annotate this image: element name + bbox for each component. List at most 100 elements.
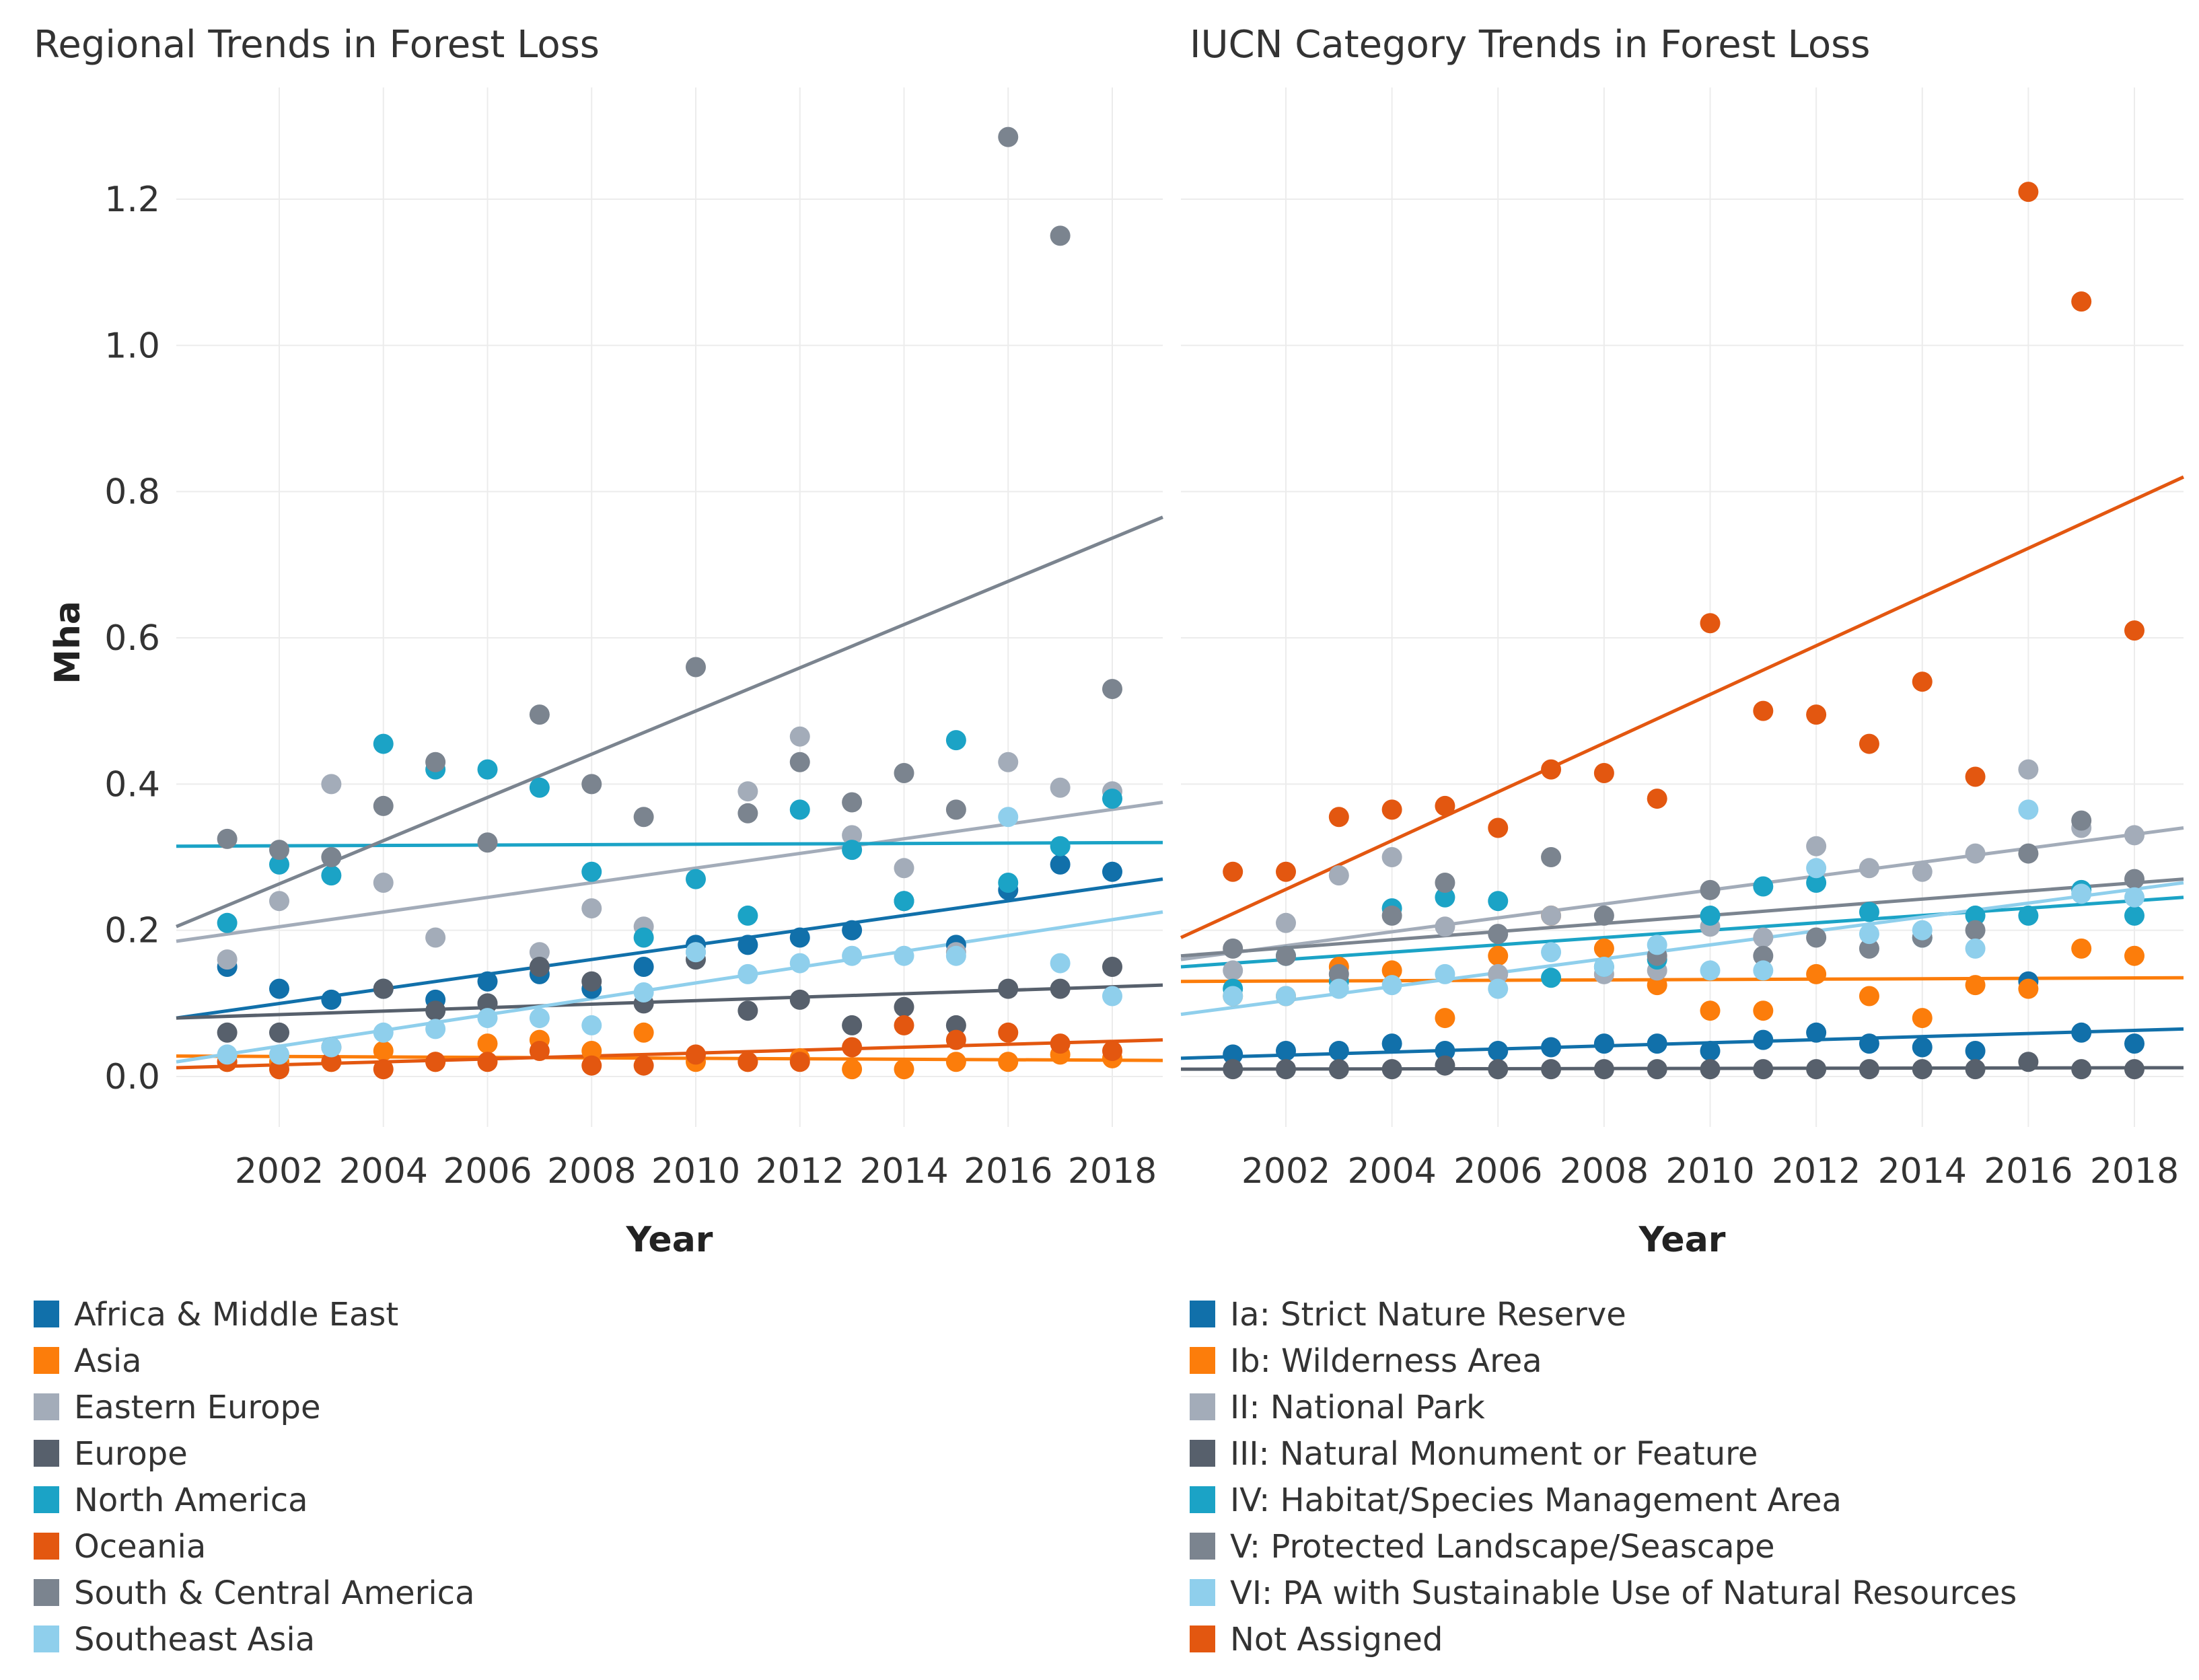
iucn-x-tick-label: 2006 — [1453, 1151, 1542, 1192]
data-point — [529, 957, 550, 977]
data-point — [217, 1022, 238, 1043]
y-tick-label: 0.0 — [104, 1057, 160, 1097]
data-point — [529, 942, 550, 963]
data-point — [1647, 1059, 1667, 1080]
iucn-x-tick-label: 2010 — [1665, 1151, 1754, 1192]
data-point — [1806, 858, 1827, 879]
data-point — [842, 792, 863, 813]
data-point — [737, 963, 758, 984]
regional-trend-southeast-asia — [176, 910, 1163, 1064]
data-point — [998, 873, 1019, 893]
data-point — [1223, 1044, 1243, 1065]
data-point — [1593, 763, 1614, 784]
data-point — [2018, 759, 2039, 780]
regional-trend-north-america — [176, 840, 1163, 848]
data-point — [1753, 700, 1774, 721]
data-point — [1276, 1040, 1296, 1061]
regional-data-points — [217, 126, 1122, 1080]
legend-swatch — [34, 1393, 59, 1420]
data-point — [1753, 1059, 1774, 1080]
data-point — [1102, 861, 1122, 882]
data-point — [945, 1029, 966, 1050]
data-point — [1700, 905, 1721, 926]
data-point — [269, 854, 289, 875]
data-point — [477, 832, 498, 853]
data-point — [1965, 920, 1986, 941]
data-point — [529, 1008, 550, 1029]
legend-swatch — [34, 1440, 59, 1467]
data-point — [1859, 986, 1879, 1007]
data-point — [2124, 1059, 2144, 1080]
data-point — [1050, 1033, 1071, 1054]
data-point — [2124, 1033, 2144, 1054]
data-point — [1381, 960, 1402, 981]
data-point — [581, 971, 602, 992]
data-point — [2071, 883, 2092, 904]
legend-swatch — [1190, 1393, 1215, 1420]
data-point — [686, 942, 706, 963]
data-point — [321, 774, 342, 795]
data-point — [1328, 1059, 1349, 1080]
iucn-series-ia-strict-nature-reserve — [1223, 971, 2144, 1065]
legend-label: IV: Habitat/Species Management Area — [1230, 1482, 1842, 1519]
data-point — [1381, 905, 1402, 926]
data-point — [894, 858, 914, 879]
data-point — [737, 1052, 758, 1072]
data-point — [529, 777, 550, 798]
data-point — [633, 1022, 654, 1043]
data-point — [1435, 1008, 1455, 1029]
data-point — [269, 1022, 289, 1043]
y-tick-label: 0.4 — [104, 764, 160, 805]
data-point — [2124, 620, 2144, 641]
data-point — [1859, 938, 1879, 959]
data-point — [1965, 905, 1986, 926]
data-point — [1753, 1029, 1774, 1050]
data-point — [1102, 789, 1122, 809]
data-point — [1050, 854, 1071, 875]
iucn-grid — [1181, 87, 2184, 1127]
data-point — [842, 1059, 863, 1080]
data-point — [1488, 963, 1509, 984]
legend-swatch — [1190, 1626, 1215, 1652]
data-point — [998, 807, 1019, 828]
data-point — [998, 1022, 1019, 1043]
data-point — [269, 891, 289, 912]
data-point — [1276, 912, 1296, 933]
y-tick-label: 1.2 — [104, 180, 160, 220]
data-point — [581, 1040, 602, 1061]
data-point — [529, 1040, 550, 1061]
data-point — [373, 873, 394, 893]
data-point — [1700, 1000, 1721, 1021]
data-point — [1541, 905, 1562, 926]
data-point — [1541, 759, 1562, 780]
iucn-x-tick-label: 2004 — [1347, 1151, 1436, 1192]
data-point — [2071, 291, 2092, 312]
data-point — [1488, 978, 1509, 999]
data-point — [945, 945, 966, 966]
data-point — [1753, 945, 1774, 966]
data-point — [1541, 942, 1562, 963]
iucn-series-vi-pa-with-sustainable-use-of-natural-resources — [1223, 799, 2144, 1007]
legend-label: Eastern Europe — [74, 1389, 320, 1426]
data-point — [1965, 1040, 1986, 1061]
data-point — [1223, 861, 1243, 882]
iucn-x-axis-title: Year — [1638, 1220, 1726, 1260]
data-point — [477, 1052, 498, 1072]
data-point — [1435, 887, 1455, 908]
data-point — [1700, 613, 1721, 634]
data-point — [2071, 810, 2092, 831]
data-point — [1647, 935, 1667, 955]
data-point — [1593, 938, 1614, 959]
data-point — [1593, 1059, 1614, 1080]
data-point — [1859, 1033, 1879, 1054]
data-point — [1276, 986, 1296, 1007]
data-point — [686, 869, 706, 889]
regional-y-ticks: 0.0 0.2 0.4 0.6 0.8 1.0 1.2 — [104, 180, 160, 1097]
data-point — [581, 1055, 602, 1076]
regional-chart-title: Regional Trends in Forest Loss — [34, 23, 600, 67]
data-point — [477, 759, 498, 780]
data-point — [1488, 924, 1509, 945]
data-point — [945, 1015, 966, 1035]
data-point — [1328, 978, 1349, 999]
data-point — [1328, 865, 1349, 886]
